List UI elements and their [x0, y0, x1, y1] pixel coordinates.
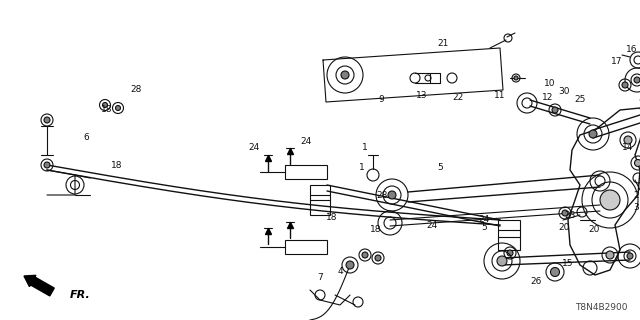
Text: 1: 1	[359, 163, 365, 172]
Circle shape	[622, 82, 628, 88]
Circle shape	[102, 102, 108, 108]
Circle shape	[346, 261, 354, 269]
FancyArrow shape	[24, 275, 54, 296]
Text: 5: 5	[437, 164, 443, 172]
Text: 18: 18	[111, 161, 123, 170]
Circle shape	[375, 255, 381, 261]
Circle shape	[624, 136, 632, 144]
Circle shape	[44, 117, 50, 123]
Text: FR.: FR.	[70, 290, 91, 300]
Text: 30: 30	[558, 86, 570, 95]
Circle shape	[606, 251, 614, 259]
Circle shape	[589, 130, 597, 138]
Text: 18: 18	[326, 213, 338, 222]
Text: T8N4B2900: T8N4B2900	[575, 303, 628, 313]
Text: 3: 3	[633, 203, 639, 212]
Text: 9: 9	[378, 95, 384, 105]
Text: 24: 24	[478, 215, 490, 225]
Circle shape	[600, 190, 620, 210]
Text: 11: 11	[494, 91, 506, 100]
Text: 5: 5	[481, 223, 487, 233]
Text: 18: 18	[101, 106, 113, 115]
Text: 1: 1	[362, 143, 368, 153]
Circle shape	[44, 162, 50, 168]
Bar	[285, 165, 327, 179]
Circle shape	[497, 256, 507, 266]
Text: 12: 12	[542, 92, 554, 101]
Text: 17: 17	[611, 58, 623, 67]
Text: 4: 4	[337, 268, 343, 276]
Circle shape	[362, 252, 368, 258]
Circle shape	[514, 76, 518, 80]
Text: 23: 23	[564, 211, 576, 220]
Text: 22: 22	[452, 93, 463, 102]
Bar	[285, 240, 327, 254]
Text: 10: 10	[544, 78, 556, 87]
Text: 28: 28	[131, 85, 141, 94]
Text: 6: 6	[83, 133, 89, 142]
Text: 25: 25	[574, 95, 586, 105]
Text: 20: 20	[558, 223, 570, 233]
Circle shape	[341, 71, 349, 79]
Bar	[498, 220, 520, 250]
Circle shape	[115, 106, 120, 110]
Circle shape	[552, 107, 558, 113]
Text: 20: 20	[588, 226, 600, 235]
Text: 21: 21	[437, 39, 449, 49]
Bar	[310, 185, 330, 215]
Circle shape	[388, 191, 396, 199]
Text: 28: 28	[376, 190, 388, 199]
Circle shape	[627, 253, 633, 259]
Text: 7: 7	[317, 274, 323, 283]
Circle shape	[507, 250, 513, 256]
Text: 13: 13	[416, 91, 428, 100]
Circle shape	[634, 77, 640, 83]
Text: 14: 14	[622, 143, 634, 153]
Text: 24: 24	[248, 143, 260, 153]
Circle shape	[562, 210, 568, 216]
Text: 16: 16	[627, 45, 637, 54]
Text: 2: 2	[633, 190, 639, 199]
Text: 24: 24	[300, 138, 312, 147]
Circle shape	[634, 159, 640, 166]
Text: 26: 26	[531, 277, 541, 286]
Circle shape	[550, 268, 559, 276]
Text: 15: 15	[563, 260, 573, 268]
Text: 18: 18	[371, 226, 381, 235]
Text: 24: 24	[426, 221, 438, 230]
